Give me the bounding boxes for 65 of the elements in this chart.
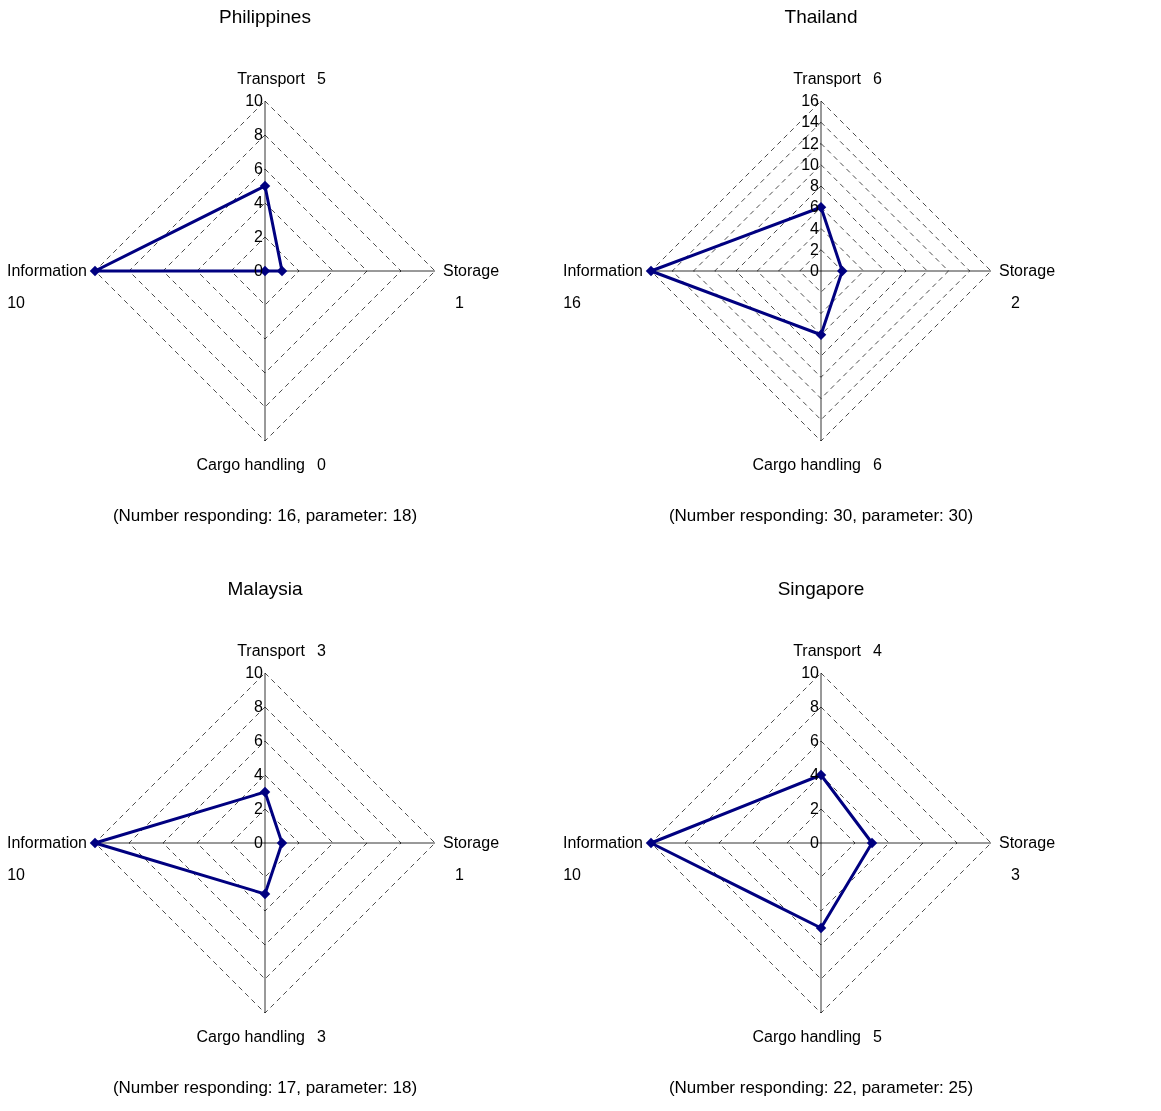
spoke-label: Cargo handling bbox=[752, 456, 861, 473]
text: 0 bbox=[317, 456, 326, 473]
spoke-label: Transport bbox=[237, 642, 306, 659]
y-tick-label: 8 bbox=[254, 126, 264, 143]
y-tick-label: 10 bbox=[245, 664, 264, 681]
y-tick-label: 8 bbox=[810, 177, 820, 194]
chart-title: Malaysia bbox=[227, 578, 303, 599]
text: 6 bbox=[873, 456, 882, 473]
text: 16 bbox=[563, 294, 582, 311]
spoke-label: Storage bbox=[443, 834, 500, 851]
text: (Number responding: 22, parameter: 25) bbox=[668, 1078, 974, 1097]
y-tick-label: 2 bbox=[810, 800, 820, 817]
y-tick-label: 10 bbox=[801, 664, 820, 681]
text: 3 bbox=[317, 1028, 326, 1045]
y-tick-label: 6 bbox=[810, 732, 820, 749]
y-tick-label: 4 bbox=[254, 766, 264, 783]
spoke-label: Transport bbox=[237, 70, 306, 87]
y-tick-label: 6 bbox=[254, 160, 264, 177]
text: 2 bbox=[1011, 294, 1020, 311]
text: (Number responding: 30, parameter: 30) bbox=[668, 506, 974, 525]
spoke-label: Information bbox=[562, 834, 643, 851]
y-tick-label: 8 bbox=[810, 698, 820, 715]
spoke-label: Cargo handling bbox=[752, 1028, 861, 1045]
y-tick-label: 0 bbox=[254, 262, 264, 279]
y-tick-label: 10 bbox=[245, 92, 264, 109]
chart-title: Thailand bbox=[784, 6, 858, 27]
y-tick-label: 14 bbox=[801, 113, 820, 131]
spoke-label: Storage bbox=[999, 834, 1056, 851]
spoke-label: Transport bbox=[793, 70, 862, 87]
y-tick-label: 2 bbox=[254, 228, 264, 245]
y-tick-label: 0 bbox=[254, 834, 264, 851]
y-tick-label: 2 bbox=[810, 240, 820, 258]
y-tick-label: 8 bbox=[254, 698, 264, 715]
y-tick-label: 6 bbox=[254, 732, 264, 749]
y-tick-label: 4 bbox=[254, 194, 264, 211]
spoke-label: Storage bbox=[443, 262, 500, 279]
y-tick-label: 16 bbox=[801, 92, 820, 109]
text: 6 bbox=[873, 70, 882, 87]
chart-title: Philippines bbox=[219, 6, 311, 27]
text: 10 bbox=[563, 866, 582, 883]
spoke-label: Cargo handling bbox=[196, 1028, 305, 1045]
text: (Number responding: 16, parameter: 18) bbox=[112, 506, 418, 525]
y-tick-label: 10 bbox=[801, 155, 820, 173]
y-tick-label: 0 bbox=[810, 262, 820, 279]
text: 4 bbox=[873, 642, 882, 659]
text: 1 bbox=[455, 866, 464, 883]
y-tick-label: 2 bbox=[254, 800, 264, 817]
text: (Number responding: 17, parameter: 18) bbox=[112, 1078, 418, 1097]
spoke-label: Information bbox=[6, 262, 87, 279]
text: 10 bbox=[7, 866, 26, 883]
spoke-label: Information bbox=[562, 262, 643, 279]
y-tick-label: 0 bbox=[810, 834, 820, 851]
chart-title: Singapore bbox=[777, 578, 865, 599]
text: 3 bbox=[317, 642, 326, 659]
text: 10 bbox=[7, 294, 26, 311]
spoke-label: Storage bbox=[999, 262, 1056, 279]
spoke-label: Information bbox=[6, 834, 87, 851]
text: 5 bbox=[873, 1028, 882, 1045]
text: 5 bbox=[317, 70, 326, 87]
text: 3 bbox=[1011, 866, 1020, 883]
y-tick-label: 12 bbox=[801, 134, 820, 152]
text: 1 bbox=[455, 294, 464, 311]
y-tick-label: 4 bbox=[810, 219, 820, 237]
spoke-label: Cargo handling bbox=[196, 456, 305, 473]
spoke-label: Transport bbox=[793, 642, 862, 659]
